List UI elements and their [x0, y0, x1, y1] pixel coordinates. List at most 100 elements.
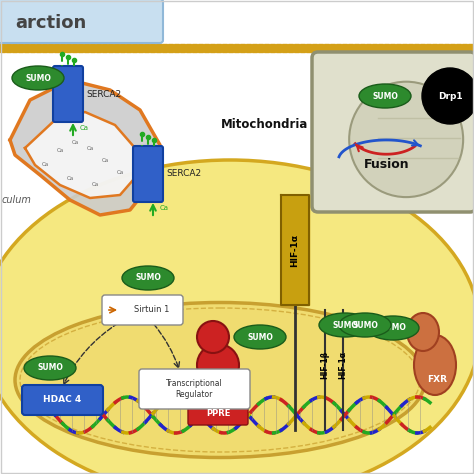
- Ellipse shape: [349, 82, 463, 197]
- Bar: [114, 44, 119, 52]
- Bar: [354, 44, 359, 52]
- Ellipse shape: [319, 313, 371, 337]
- Bar: [234, 44, 239, 52]
- Bar: [84, 44, 89, 52]
- Bar: [468, 44, 473, 52]
- Bar: [348, 44, 353, 52]
- Bar: [90, 44, 95, 52]
- Text: Ca: Ca: [101, 157, 109, 163]
- Bar: [438, 44, 443, 52]
- Bar: [450, 44, 455, 52]
- Bar: [252, 44, 257, 52]
- Bar: [276, 44, 281, 52]
- Bar: [240, 44, 245, 52]
- Bar: [372, 44, 377, 52]
- Text: Ca: Ca: [117, 170, 124, 174]
- Bar: [414, 44, 419, 52]
- Ellipse shape: [197, 344, 239, 386]
- Bar: [306, 44, 311, 52]
- Text: Ca: Ca: [160, 205, 169, 211]
- Bar: [384, 44, 389, 52]
- Ellipse shape: [122, 266, 174, 290]
- Bar: [420, 44, 425, 52]
- Bar: [96, 44, 101, 52]
- Polygon shape: [10, 80, 160, 215]
- Bar: [210, 44, 215, 52]
- Text: SUMO: SUMO: [380, 323, 406, 332]
- Text: culum: culum: [2, 195, 32, 205]
- Bar: [330, 44, 335, 52]
- Bar: [462, 44, 467, 52]
- Ellipse shape: [15, 302, 425, 457]
- Bar: [36, 44, 41, 52]
- Text: Ca: Ca: [66, 175, 73, 181]
- Text: SUMO: SUMO: [372, 91, 398, 100]
- FancyBboxPatch shape: [133, 146, 163, 202]
- Text: SUMO: SUMO: [135, 273, 161, 283]
- Text: HIF-1α: HIF-1α: [338, 351, 347, 379]
- Text: PPARs: PPARs: [205, 368, 235, 377]
- Bar: [186, 44, 191, 52]
- Bar: [174, 44, 179, 52]
- Ellipse shape: [339, 313, 391, 337]
- Bar: [150, 44, 155, 52]
- Bar: [18, 44, 23, 52]
- FancyBboxPatch shape: [53, 66, 83, 122]
- Text: SERCA2: SERCA2: [166, 170, 201, 179]
- Ellipse shape: [359, 84, 411, 108]
- Bar: [60, 44, 65, 52]
- Text: Sirtuin 1: Sirtuin 1: [134, 306, 170, 315]
- Bar: [378, 44, 383, 52]
- FancyBboxPatch shape: [188, 403, 248, 425]
- Bar: [426, 44, 431, 52]
- Bar: [66, 44, 71, 52]
- Text: arction: arction: [15, 14, 86, 32]
- Bar: [264, 44, 269, 52]
- Text: SUMO: SUMO: [352, 320, 378, 329]
- Bar: [30, 44, 35, 52]
- Text: Mitochondria: Mitochondria: [220, 118, 308, 131]
- Bar: [132, 44, 137, 52]
- FancyBboxPatch shape: [0, 0, 163, 43]
- Ellipse shape: [24, 356, 76, 380]
- Bar: [432, 44, 437, 52]
- Bar: [318, 44, 323, 52]
- Bar: [0, 0, 474, 48]
- Text: Ca: Ca: [41, 163, 49, 167]
- Text: Ca: Ca: [56, 147, 64, 153]
- Bar: [120, 44, 125, 52]
- Bar: [294, 44, 299, 52]
- Bar: [312, 44, 317, 52]
- Ellipse shape: [0, 160, 474, 474]
- Bar: [0, 44, 5, 52]
- FancyBboxPatch shape: [312, 52, 474, 212]
- Text: SERCA2: SERCA2: [86, 90, 121, 99]
- Bar: [72, 44, 77, 52]
- Text: Ca: Ca: [72, 139, 79, 145]
- FancyBboxPatch shape: [139, 369, 250, 409]
- Bar: [78, 44, 83, 52]
- Circle shape: [422, 68, 474, 124]
- Bar: [342, 44, 347, 52]
- Bar: [222, 44, 227, 52]
- Text: SUMO: SUMO: [332, 320, 358, 329]
- Bar: [138, 44, 143, 52]
- Bar: [102, 44, 107, 52]
- Bar: [12, 44, 17, 52]
- Bar: [180, 44, 185, 52]
- FancyBboxPatch shape: [22, 385, 103, 415]
- Ellipse shape: [234, 325, 286, 349]
- Ellipse shape: [407, 313, 439, 351]
- Text: HIF-1α: HIF-1α: [291, 233, 300, 266]
- Ellipse shape: [414, 335, 456, 395]
- Polygon shape: [281, 195, 309, 305]
- Bar: [408, 44, 413, 52]
- Bar: [48, 44, 53, 52]
- Bar: [192, 44, 197, 52]
- Text: Fusion: Fusion: [364, 158, 409, 171]
- Bar: [396, 44, 401, 52]
- Bar: [246, 44, 251, 52]
- Text: HDAC 4: HDAC 4: [43, 395, 81, 404]
- Bar: [162, 44, 167, 52]
- Text: FXR: FXR: [427, 375, 447, 384]
